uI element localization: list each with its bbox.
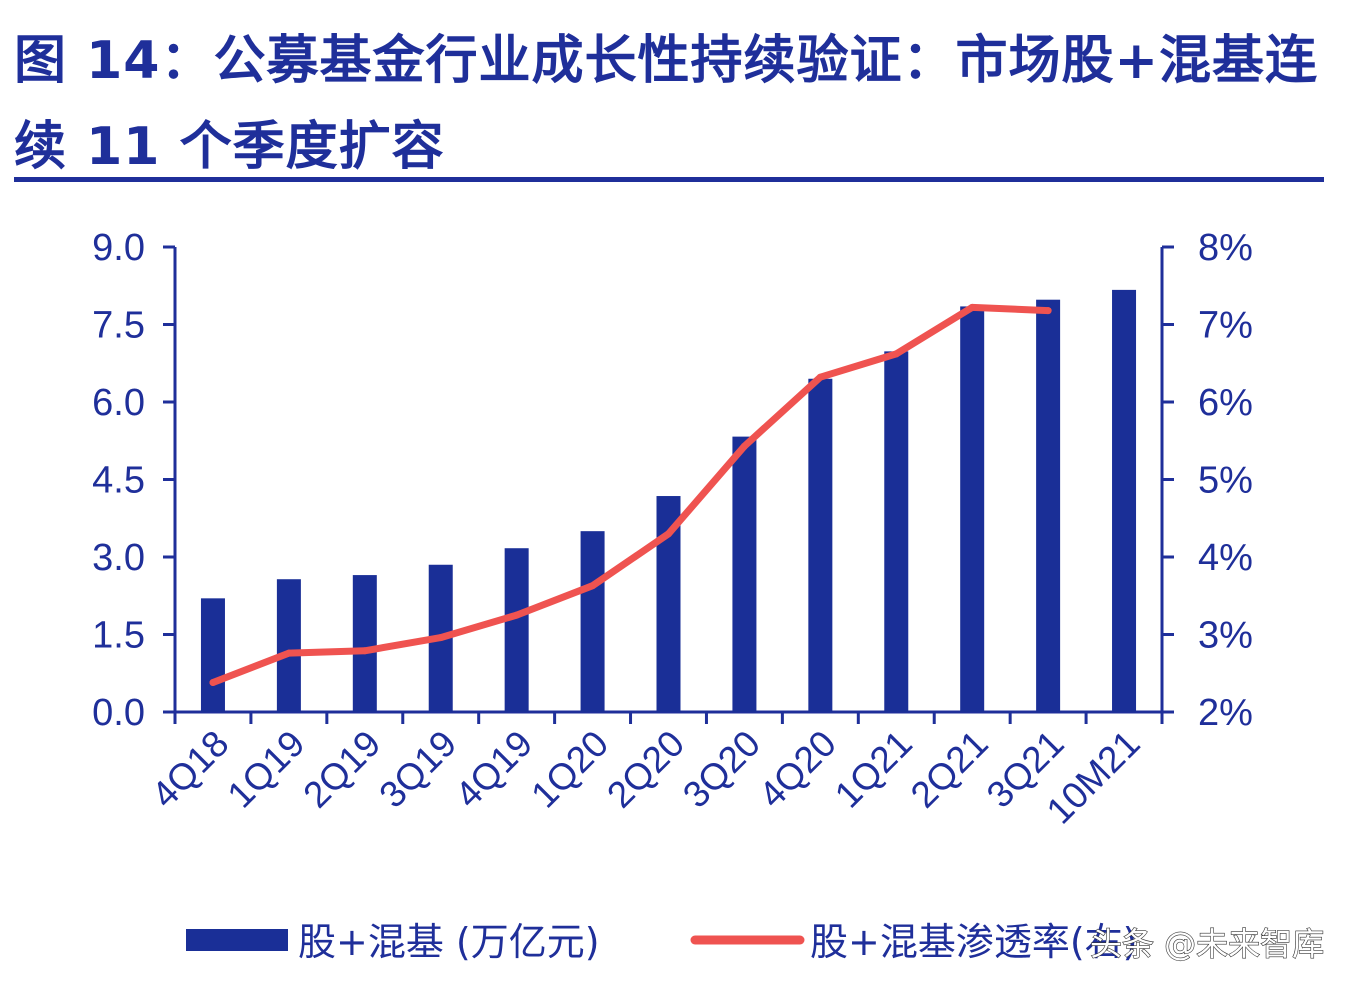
x-category-label: 1Q20 xyxy=(523,723,616,816)
legend-line-label: 股+混基渗透率(右) xyxy=(810,920,1138,964)
legend: 股+混基 (万亿元) 股+混基渗透率(右) xyxy=(186,920,1138,964)
left-tick-label: 1.5 xyxy=(92,615,145,657)
bar xyxy=(276,579,301,712)
right-tick-label: 6% xyxy=(1198,382,1253,424)
x-category-label: 2Q20 xyxy=(599,723,692,816)
line-point xyxy=(1044,307,1052,315)
bar xyxy=(960,306,985,712)
line-point xyxy=(209,679,217,686)
x-category-label: 4Q19 xyxy=(447,723,540,816)
bar xyxy=(352,575,377,712)
line-series xyxy=(209,303,1052,686)
line-point xyxy=(816,373,824,381)
bar xyxy=(580,531,605,712)
left-tick-label: 6.0 xyxy=(92,382,145,424)
x-category-label: 3Q20 xyxy=(675,723,768,816)
bar xyxy=(504,548,529,712)
bar xyxy=(732,436,757,712)
legend-bar-label: 股+混基 (万亿元) xyxy=(298,920,600,964)
right-tick-label: 8% xyxy=(1198,227,1253,269)
line-point xyxy=(285,649,293,657)
line-point xyxy=(513,611,521,619)
bar xyxy=(1112,289,1137,712)
left-tick-label: 0.0 xyxy=(92,692,145,734)
x-category-label: 2Q19 xyxy=(295,723,388,816)
left-tick-label: 9.0 xyxy=(92,227,145,269)
x-category-label: 2Q21 xyxy=(903,723,996,816)
title-underline xyxy=(14,177,1324,182)
watermark: 头条 @未来智库 xyxy=(1090,925,1324,963)
bar xyxy=(884,351,909,712)
x-category-label: 1Q19 xyxy=(220,723,313,816)
bar xyxy=(808,378,833,712)
left-tick-label: 3.0 xyxy=(92,537,145,579)
line-point xyxy=(437,634,445,642)
x-category-label: 1Q21 xyxy=(827,723,920,816)
left-tick-label: 4.5 xyxy=(92,460,145,502)
bar xyxy=(200,598,225,712)
line-point xyxy=(892,350,900,358)
x-category-label: 3Q19 xyxy=(371,723,464,816)
line-point xyxy=(361,647,369,655)
right-tick-label: 3% xyxy=(1198,615,1253,657)
left-tick-label: 7.5 xyxy=(92,305,145,347)
right-tick-label: 4% xyxy=(1198,537,1253,579)
x-category-label: 4Q18 xyxy=(144,723,237,816)
legend-bar-swatch xyxy=(186,929,288,951)
bar xyxy=(1036,299,1061,712)
penetration-line xyxy=(209,303,1052,686)
x-category-label: 4Q20 xyxy=(751,723,844,816)
figure-title: 图 14：公募基金行业成长性持续验证：市场股+混基连续 11 个季度扩容 xyxy=(14,31,1319,177)
right-tick-label: 2% xyxy=(1198,692,1253,734)
line-point xyxy=(740,442,748,450)
line-point xyxy=(968,303,976,311)
right-tick-label: 5% xyxy=(1198,460,1253,502)
right-tick-label: 7% xyxy=(1198,305,1253,347)
line-point xyxy=(665,530,672,538)
line-point xyxy=(589,582,597,590)
